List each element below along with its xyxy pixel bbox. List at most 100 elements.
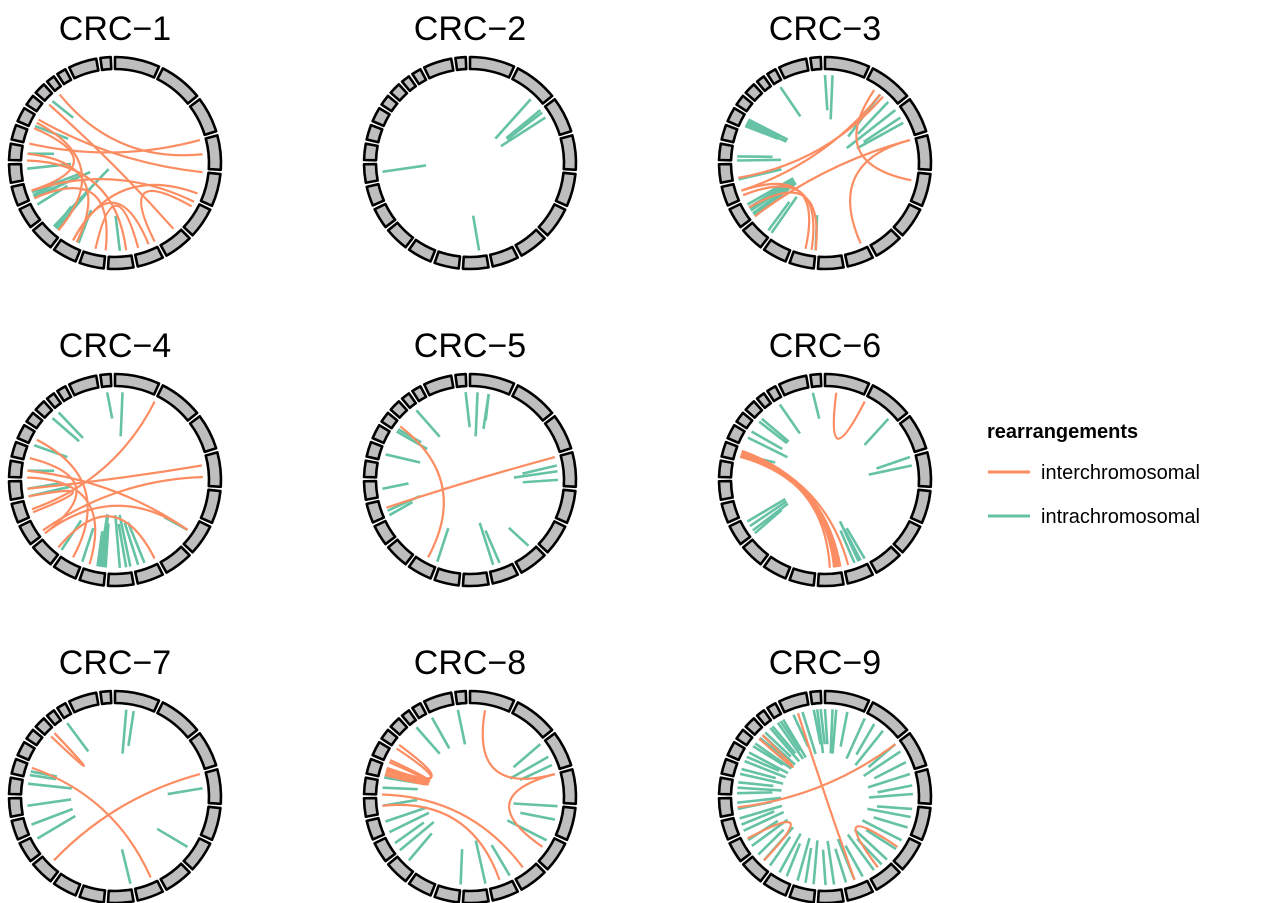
circos-panel: CRC−2 bbox=[362, 10, 578, 271]
chromosome-segment bbox=[717, 459, 734, 479]
interchromosomal-link bbox=[94, 204, 140, 250]
intrachromosomal-link bbox=[845, 527, 866, 560]
intrachromosomal-link bbox=[823, 708, 829, 745]
chromosome-segment bbox=[741, 538, 770, 566]
chromosome-segment bbox=[735, 728, 754, 747]
chromosome-segment bbox=[407, 238, 437, 263]
legend-label-interchromosomal: interchromosomal bbox=[1041, 462, 1200, 484]
intrachromosomal-link bbox=[104, 523, 110, 568]
interchromosomal-link bbox=[386, 455, 556, 509]
chromosome-segment bbox=[717, 796, 734, 819]
chromosome-segment bbox=[735, 411, 754, 430]
intrachromosomal-link bbox=[474, 840, 487, 884]
intrachromosomal-link bbox=[746, 755, 780, 773]
intrachromosomal-link bbox=[430, 716, 451, 750]
intrachromosomal-link bbox=[846, 833, 875, 871]
chromosome-segment bbox=[362, 459, 379, 479]
chromosome-segment bbox=[371, 423, 391, 445]
chromosome-segment bbox=[18, 519, 42, 546]
chromosome-segment bbox=[10, 499, 31, 524]
chromosome-segment bbox=[386, 538, 415, 566]
chromosome-segment bbox=[720, 123, 739, 144]
panel-title: CRC−1 bbox=[59, 10, 171, 48]
chromosome-segment bbox=[816, 571, 845, 588]
chromosome-segment bbox=[373, 836, 397, 863]
chromosome-segment bbox=[823, 689, 871, 713]
intrachromosomal-link bbox=[57, 411, 84, 439]
chromosome-segment bbox=[45, 392, 63, 410]
intrachromosomal-link bbox=[167, 786, 203, 796]
chromosome-segment bbox=[461, 254, 490, 271]
intrachromosomal-link bbox=[757, 828, 785, 856]
chromosome-segment bbox=[514, 228, 546, 257]
chromosome-segment bbox=[18, 202, 42, 229]
chromosome-segment bbox=[56, 385, 73, 403]
intrachromosomal-link bbox=[868, 464, 913, 476]
chromosome-segment bbox=[16, 740, 36, 762]
chromosome-segment bbox=[898, 415, 928, 454]
intrachromosomal-link bbox=[748, 751, 789, 775]
intrachromosomal-link bbox=[868, 792, 914, 799]
intrachromosomal-link bbox=[845, 109, 897, 150]
intrachromosomal-link bbox=[745, 123, 779, 140]
chromosome-segment bbox=[461, 571, 490, 588]
interchromosomal-link bbox=[36, 438, 89, 558]
intrachromosomal-link bbox=[474, 392, 479, 437]
chromosome-segment bbox=[766, 702, 783, 720]
intrachromosomal-link bbox=[746, 121, 780, 139]
intrachromosomal-link bbox=[747, 436, 788, 459]
chromosome-segment bbox=[514, 862, 546, 891]
intrachromosomal-link bbox=[36, 814, 76, 840]
intrachromosomal-link bbox=[844, 845, 864, 878]
intrachromosomal-link bbox=[752, 745, 784, 766]
chromosome-segment bbox=[537, 203, 567, 237]
intrachromosomal-link bbox=[27, 162, 72, 170]
interchromosomal-link bbox=[738, 96, 884, 179]
chromosome-segment bbox=[182, 520, 212, 554]
chromosome-segment bbox=[7, 479, 24, 502]
intrachromosomal-link bbox=[738, 781, 774, 788]
chromosome-segment bbox=[362, 162, 379, 185]
chromosome-segment bbox=[34, 717, 54, 736]
intrachromosomal-link bbox=[796, 837, 811, 881]
chromosome-segment bbox=[16, 106, 36, 128]
intrachromosomal-link bbox=[812, 709, 822, 745]
chromosome-segment bbox=[866, 701, 909, 739]
chromosome-segment bbox=[559, 134, 578, 172]
chromosome-segment bbox=[720, 816, 741, 841]
intrachromosomal-link bbox=[114, 215, 122, 252]
chromosome-segment bbox=[113, 689, 161, 713]
chromosome-segment bbox=[809, 372, 823, 389]
intrachromosomal-link bbox=[385, 453, 421, 464]
interchromosomal-link bbox=[58, 93, 203, 157]
interchromosomal-link bbox=[27, 464, 202, 490]
chromosome-segment bbox=[365, 182, 386, 207]
chromosome-segment bbox=[365, 816, 386, 841]
intrachromosomal-link bbox=[831, 709, 838, 754]
intrachromosomal-link bbox=[877, 784, 913, 794]
chromosome-segment bbox=[362, 796, 379, 819]
interchromosomal-link bbox=[741, 451, 850, 566]
chromosome-segment bbox=[422, 691, 455, 714]
intrachromosomal-link bbox=[861, 819, 903, 842]
intrachromosomal-link bbox=[812, 840, 819, 885]
intrachromosomal-link bbox=[385, 806, 428, 823]
intrachromosomal-link bbox=[740, 810, 775, 826]
intrachromosomal-link bbox=[785, 843, 802, 877]
chromosome-segment bbox=[52, 872, 82, 897]
chromosome-segment bbox=[869, 228, 901, 257]
chromosome-segment bbox=[892, 203, 922, 237]
chromosome-segment bbox=[31, 855, 60, 883]
intrachromosomal-link bbox=[114, 515, 122, 568]
interchromosomal-link bbox=[399, 425, 445, 558]
intrachromosomal-link bbox=[127, 710, 135, 747]
intrachromosomal-link bbox=[821, 849, 827, 886]
intrachromosomal-link bbox=[744, 759, 787, 779]
chromosome-segment bbox=[7, 459, 24, 479]
intrachromosomal-link bbox=[737, 786, 782, 792]
chromosome-segment bbox=[454, 372, 468, 389]
chromosome-segment bbox=[422, 57, 455, 80]
chromosome-segment bbox=[433, 567, 462, 587]
panel-title: CRC−8 bbox=[414, 644, 526, 682]
chromosome-segment bbox=[554, 488, 577, 525]
